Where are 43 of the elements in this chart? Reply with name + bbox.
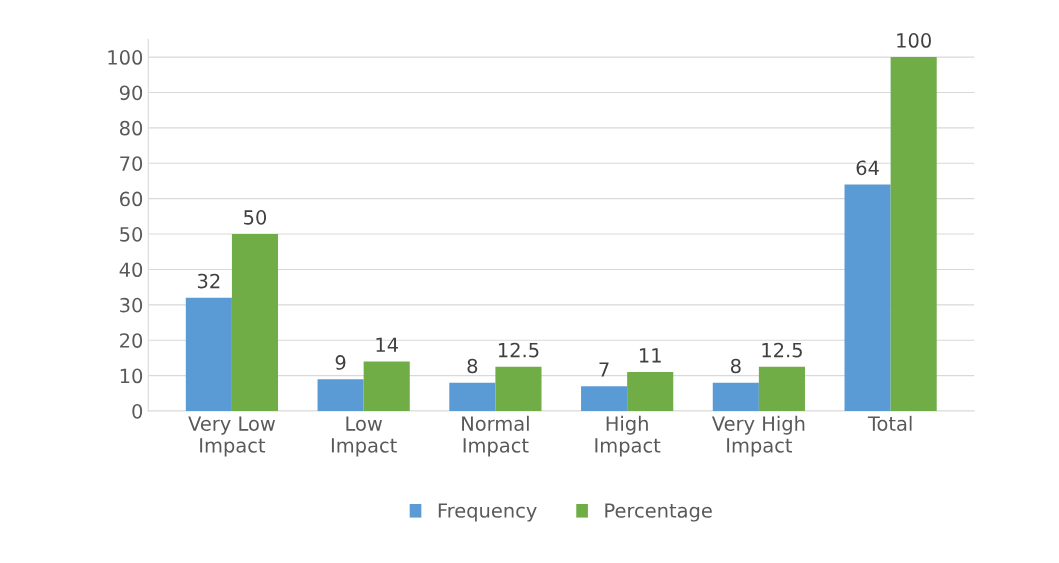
bar	[844, 184, 891, 411]
y-tick-label: 50	[120, 227, 143, 242]
y-tick-label: 40	[119, 262, 143, 278]
data-label: 12.5	[762, 342, 802, 358]
x-tick-label: Very High Impact	[711, 415, 805, 457]
y-tick-label: 100	[108, 50, 143, 65]
y-tick-label: 10	[120, 368, 143, 384]
data-label: 14	[376, 337, 398, 352]
y-tick-label: 70	[120, 156, 143, 171]
data-label: 8	[730, 358, 741, 374]
x-tick-label: Normal Impact	[462, 415, 529, 457]
bar	[449, 382, 496, 411]
data-label: 8	[467, 358, 478, 374]
bar	[317, 379, 364, 411]
x-tick-label: High Impact	[595, 415, 661, 457]
x-tick-label: Very Low Impact	[188, 416, 275, 457]
bar	[581, 386, 628, 411]
y-tick-label: 0	[132, 403, 143, 419]
x-tick-label: Total	[867, 415, 912, 431]
y-tick-label: 30	[120, 297, 143, 313]
data-label: 11	[639, 348, 661, 363]
bar	[712, 382, 759, 411]
bar	[495, 366, 542, 411]
y-tick-label: 60	[120, 191, 143, 207]
bar	[185, 297, 232, 411]
y-tick-label: 20	[120, 333, 143, 348]
y-tick-label: 80	[119, 120, 143, 136]
data-label: 7	[599, 362, 609, 377]
data-label: 50	[244, 210, 267, 225]
data-label: 12.5	[498, 342, 539, 358]
bar	[231, 234, 279, 411]
bar	[758, 366, 805, 411]
legend-label: Frequency	[438, 503, 537, 522]
y-tick-label: 90	[119, 85, 143, 101]
data-label: 9	[335, 355, 346, 370]
data-label: 64	[856, 160, 879, 176]
data-label: 32	[197, 273, 220, 289]
bar	[363, 361, 410, 411]
bar	[627, 372, 674, 411]
bar	[890, 57, 937, 411]
data-label: 100	[897, 33, 931, 48]
legend-label: Percentage	[605, 503, 712, 522]
x-tick-label: Low Impact	[331, 416, 397, 457]
